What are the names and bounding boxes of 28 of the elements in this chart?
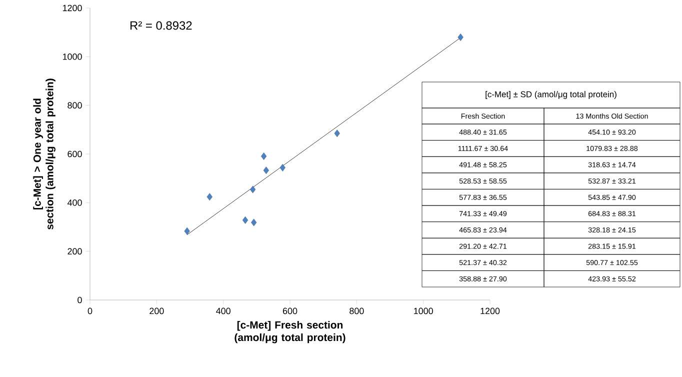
- x-tick-label: 600: [282, 308, 298, 314]
- point: [334, 130, 340, 138]
- point: [242, 216, 248, 224]
- point: [280, 164, 286, 172]
- x-tick-label: 1200: [480, 308, 500, 314]
- y-tick-label: 800: [68, 102, 82, 109]
- annotation: [c-Met] ± SD (amol/μg total protein): [486, 91, 616, 99]
- y-tick-label: 600: [68, 150, 82, 158]
- x-axis-title: [c-Met] Fresh section (amol/μg total protein): [234, 320, 346, 344]
- y-tick-label: 0: [78, 296, 82, 304]
- y-axis-title: [c-Met] > One year old section (amol/μg total protein): [33, 78, 56, 230]
- x-tick-label: 0: [88, 308, 92, 314]
- x-tick-label: 1000: [414, 308, 433, 314]
- annotation: R² = 0.8932: [130, 21, 192, 30]
- y-tick-label: 1000: [62, 53, 82, 60]
- point: [458, 34, 464, 41]
- y-tick-label: 200: [68, 248, 82, 255]
- point: [250, 186, 256, 194]
- x-tick-label: 400: [216, 308, 230, 314]
- point: [250, 218, 257, 226]
- x-tick-label: 200: [150, 308, 164, 314]
- point: [206, 193, 212, 201]
- y-tick-label: 400: [67, 199, 82, 206]
- point: [184, 227, 190, 235]
- y-tick-label: 1200: [62, 4, 82, 12]
- x-tick-label: 800: [350, 308, 364, 314]
- point: [263, 166, 270, 174]
- point: [260, 152, 267, 160]
